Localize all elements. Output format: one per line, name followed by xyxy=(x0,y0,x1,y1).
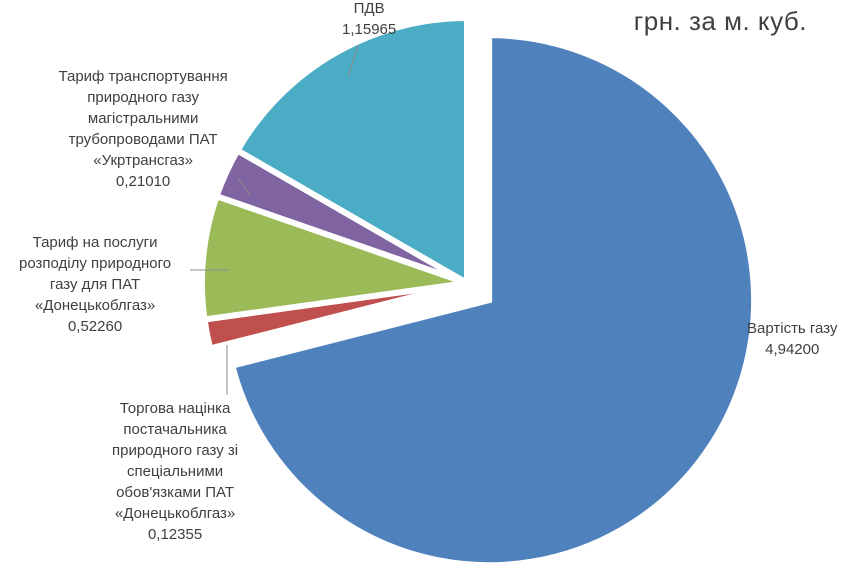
slice-label: Торгова націнка постачальника природного г… xyxy=(112,398,238,545)
slice-label: Тариф на послуги розподілу природного газу… xyxy=(19,232,171,337)
slice-label-name: ПДВ xyxy=(353,0,385,17)
slice-label-name: газу для ПАТ xyxy=(49,276,141,293)
leader-line xyxy=(237,177,251,196)
slice-label-value: 1,15965 xyxy=(342,21,397,38)
slice-label-value: 0,12355 xyxy=(147,526,203,543)
slice-label-name: обов'язками ПАТ xyxy=(116,484,235,501)
slice-label: ПДВ 1,15965 xyxy=(342,0,396,40)
slice-label-name: постачальника xyxy=(123,421,227,438)
slice-label-name: «Донецькоблгаз» xyxy=(114,505,236,522)
pie-slice xyxy=(199,192,468,323)
slice-label-value: 0,21010 xyxy=(116,173,171,190)
slice-label-name: магістральними xyxy=(87,110,199,127)
leader-line xyxy=(347,44,359,78)
slice-label-name: «Укртрансгаз» xyxy=(93,152,193,169)
pie-slice xyxy=(233,14,470,289)
slice-label-value: 0,52260 xyxy=(67,318,123,335)
slice-label-value: 4,94200 xyxy=(765,341,820,358)
slice-label-name: Тариф на послуги xyxy=(32,234,158,251)
slice-label-name: Вартість газу xyxy=(747,320,838,337)
slice-label-name: природного газу зі xyxy=(112,442,239,459)
slice-label-name: розподілу природного xyxy=(19,255,172,272)
chart-title: грн. за м. куб. xyxy=(633,6,807,36)
pie-slice xyxy=(228,32,758,563)
slice-label-name: природного газу xyxy=(87,89,199,106)
slice-label-name: спеціальними xyxy=(126,463,224,480)
slice-label: Вартість газу 4,94200 xyxy=(747,318,837,360)
slice-label: Тариф транспортування природного газу магі… xyxy=(59,66,228,192)
slice-label-name: Тариф транспортування xyxy=(58,68,228,85)
slice-label-name: трубопроводами ПАТ xyxy=(68,131,218,148)
slice-label-name: «Донецькоблгаз» xyxy=(34,297,156,314)
slice-label-name: Торгова націнка xyxy=(119,400,231,417)
